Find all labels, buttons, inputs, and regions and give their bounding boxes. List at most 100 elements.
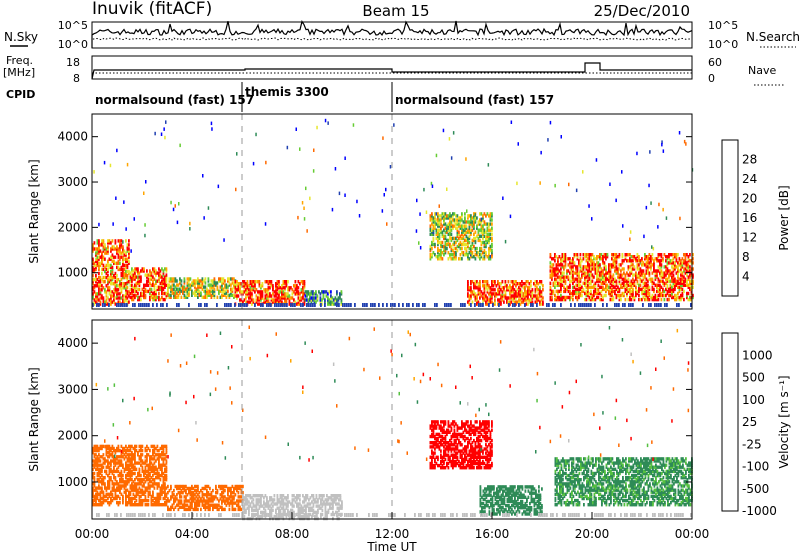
velocity-echo-cell <box>120 486 123 490</box>
power-echo-cell <box>126 290 129 294</box>
power-echo-cell <box>107 273 109 278</box>
power-echo-cell <box>102 280 105 284</box>
velocity-echo-cell <box>108 471 111 476</box>
power-echo-cell <box>612 259 615 263</box>
power-echo-cell <box>476 226 478 230</box>
power-echo-cell <box>647 291 649 296</box>
power-echo-cell <box>462 220 465 224</box>
power-echo-cell <box>316 298 319 302</box>
power-echo-cell <box>185 289 187 293</box>
power-echo-cell <box>447 257 450 261</box>
power-echo-cell <box>306 303 308 307</box>
power-echo-cell <box>605 255 607 259</box>
power-echo-cell <box>123 273 126 278</box>
power-echo-cell <box>107 239 109 243</box>
power-echo-cell <box>675 253 678 257</box>
velocity-echo-cell <box>93 478 96 482</box>
power-echo-cell <box>116 273 118 278</box>
power-echo-cell <box>210 293 213 297</box>
power-echo-cell <box>480 240 483 245</box>
power-echo-cell <box>638 263 640 267</box>
power-echo-cell <box>489 244 492 249</box>
power-echo-cell <box>378 303 380 307</box>
power-echo-cell <box>138 283 141 287</box>
power-echo-cell <box>476 251 478 255</box>
power-echo-cell <box>654 295 657 300</box>
velocity-echo-cell <box>234 493 237 497</box>
power-echo-cell <box>234 286 237 290</box>
power-echo-cell <box>580 303 582 307</box>
velocity-echo-cell <box>128 463 130 467</box>
velocity-echo-cell <box>119 480 121 484</box>
power-echo-cell <box>525 280 528 284</box>
power-echo-cell <box>483 294 486 298</box>
power-echo-cell <box>125 294 127 298</box>
velocity-echo-cell <box>125 501 127 505</box>
velocity-echo-cell <box>116 486 118 490</box>
power-echo-cell <box>431 242 433 247</box>
velocity-echo-cell <box>216 488 219 493</box>
velocity-echo-cell <box>116 448 118 453</box>
power-echo-cell <box>608 289 610 294</box>
power-echo-cell <box>446 187 448 191</box>
power-echo-cell <box>167 287 169 291</box>
power-echo-cell <box>612 285 615 289</box>
power-echo-cell <box>440 228 442 232</box>
power-echo-cell <box>416 198 418 203</box>
velocity-echo-cell <box>126 467 129 471</box>
power-echo-cell <box>389 165 392 169</box>
velocity-echo-cell <box>131 498 133 503</box>
power-echo-cell <box>282 296 285 300</box>
power-echo-cell <box>560 259 562 263</box>
velocity-echo-cell <box>116 469 118 474</box>
power-echo-cell <box>650 267 652 271</box>
power-echo-cell <box>668 293 670 298</box>
power-echo-cell <box>287 288 289 292</box>
power-echo-cell <box>162 287 165 292</box>
power-echo-cell <box>131 277 133 281</box>
velocity-echo-cell <box>134 478 136 482</box>
velocity-echo-cell <box>131 444 133 449</box>
power-echo-cell <box>303 300 306 304</box>
power-echo-cell <box>300 288 303 292</box>
power-echo-cell <box>140 277 142 281</box>
power-echo-cell <box>668 257 670 261</box>
power-echo-cell <box>683 289 685 294</box>
power-echo-cell <box>672 281 675 285</box>
beam-title: Beam 15 <box>362 2 429 20</box>
power-echo-cell <box>480 228 483 232</box>
power-echo-cell <box>602 297 604 302</box>
velocity-echo-cell <box>107 444 109 449</box>
power-echo-cell <box>636 259 639 263</box>
power-echo-cell <box>131 297 133 302</box>
power-echo-cell <box>638 267 640 271</box>
power-echo-cell <box>549 287 552 292</box>
power-echo-cell <box>95 277 97 282</box>
power-echo-cell <box>98 222 100 227</box>
power-echo-cell <box>524 282 526 286</box>
power-echo-cell <box>645 291 648 296</box>
power-echo-cell <box>225 283 228 287</box>
power-echo-cell <box>453 255 456 259</box>
power-echo-cell <box>101 261 103 265</box>
power-echo-cell <box>233 281 235 285</box>
velocity-echo-cell <box>129 463 132 467</box>
power-echo-cell <box>561 263 564 267</box>
power-echo-cell <box>666 263 669 267</box>
power-echo-cell <box>582 267 585 271</box>
power-echo-cell <box>578 283 580 287</box>
power-echo-cell <box>275 290 277 294</box>
power-echo-cell <box>110 275 112 280</box>
velocity-echo-cell <box>120 463 123 467</box>
power-echo-cell <box>632 303 634 307</box>
power-echo-cell <box>587 269 589 273</box>
power-echo-cell <box>114 241 117 245</box>
power-echo-cell <box>648 293 651 298</box>
velocity-echo-cell <box>141 453 144 457</box>
power-echo-cell <box>95 251 97 255</box>
power-echo-cell <box>459 242 462 247</box>
power-echo-cell <box>659 273 661 277</box>
power-echo-cell <box>524 286 526 290</box>
power-echo-cell <box>590 303 592 307</box>
power-echo-cell <box>692 295 694 300</box>
